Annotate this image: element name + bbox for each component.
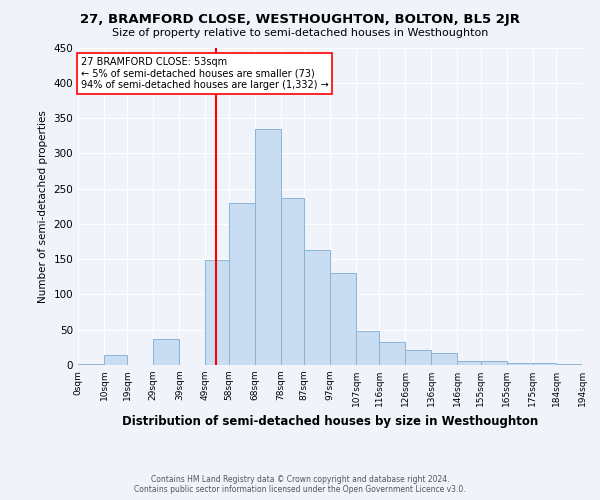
Bar [457, 362, 481, 365]
X-axis label: Distribution of semi-detached houses by size in Westhoughton: Distribution of semi-detached houses by … [122, 414, 538, 428]
Text: Contains HM Land Registry data © Crown copyright and database right 2024.
Contai: Contains HM Land Registry data © Crown c… [134, 474, 466, 494]
Bar [406, 350, 431, 365]
Bar [379, 342, 406, 365]
Bar [506, 363, 533, 365]
Bar [154, 339, 179, 365]
Bar [356, 331, 379, 365]
Text: Size of property relative to semi-detached houses in Westhoughton: Size of property relative to semi-detach… [112, 28, 488, 38]
Bar [78, 364, 104, 365]
Bar [304, 250, 330, 365]
Bar [254, 128, 281, 365]
Bar [229, 204, 254, 365]
Bar [556, 364, 582, 365]
Bar [481, 362, 506, 365]
Text: 27 BRAMFORD CLOSE: 53sqm
← 5% of semi-detached houses are smaller (73)
94% of se: 27 BRAMFORD CLOSE: 53sqm ← 5% of semi-de… [80, 56, 328, 90]
Text: 27, BRAMFORD CLOSE, WESTHOUGHTON, BOLTON, BL5 2JR: 27, BRAMFORD CLOSE, WESTHOUGHTON, BOLTON… [80, 12, 520, 26]
Bar [431, 353, 457, 365]
Bar [205, 260, 229, 365]
Bar [104, 355, 127, 365]
Y-axis label: Number of semi-detached properties: Number of semi-detached properties [38, 110, 48, 302]
Bar [281, 198, 304, 365]
Bar [330, 274, 356, 365]
Bar [533, 363, 556, 365]
